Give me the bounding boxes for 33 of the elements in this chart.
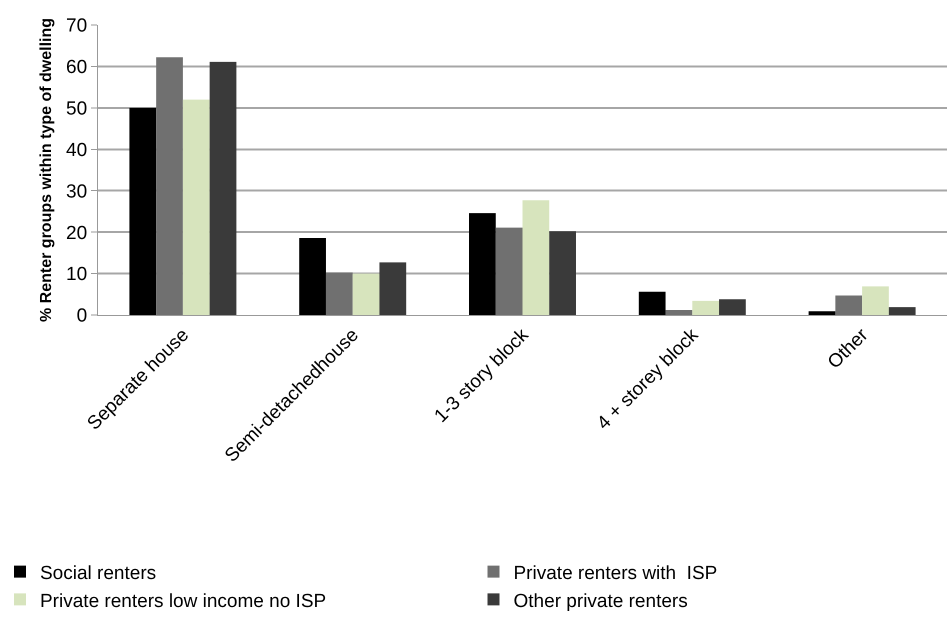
y-tick-label: 20 xyxy=(66,222,88,244)
y-tick-label: 0 xyxy=(76,306,88,327)
legend-label: Social renters xyxy=(40,563,156,584)
legend-label: Other private renters xyxy=(514,590,688,612)
bar xyxy=(496,228,522,315)
y-tick-label: 40 xyxy=(66,140,88,161)
y-tick-label: 70 xyxy=(66,16,88,37)
bar xyxy=(835,296,862,315)
bar xyxy=(379,262,406,315)
y-tick-label: 10 xyxy=(66,264,88,286)
bar xyxy=(808,311,836,315)
y-tick-label: 50 xyxy=(66,98,88,120)
y-tick-label: 60 xyxy=(66,57,88,78)
bar xyxy=(888,307,916,315)
bar xyxy=(862,286,889,315)
bar xyxy=(692,300,720,315)
bar xyxy=(129,108,156,315)
bar xyxy=(522,200,550,315)
y-tick-label: 30 xyxy=(66,181,88,202)
legend-label: Private renters with ISP xyxy=(514,563,718,584)
bar xyxy=(182,100,210,315)
bar xyxy=(638,292,666,315)
bar xyxy=(469,213,496,315)
bar xyxy=(156,57,183,315)
legend-label: Private renters low income no ISP xyxy=(40,590,326,612)
bar xyxy=(549,231,576,315)
bar xyxy=(326,272,353,315)
bar xyxy=(210,62,236,315)
bar xyxy=(719,299,746,315)
bar xyxy=(299,238,326,315)
bar xyxy=(666,310,692,315)
y-axis-title: % Renter groups within type of dwelling xyxy=(38,18,55,322)
bar xyxy=(352,274,380,315)
